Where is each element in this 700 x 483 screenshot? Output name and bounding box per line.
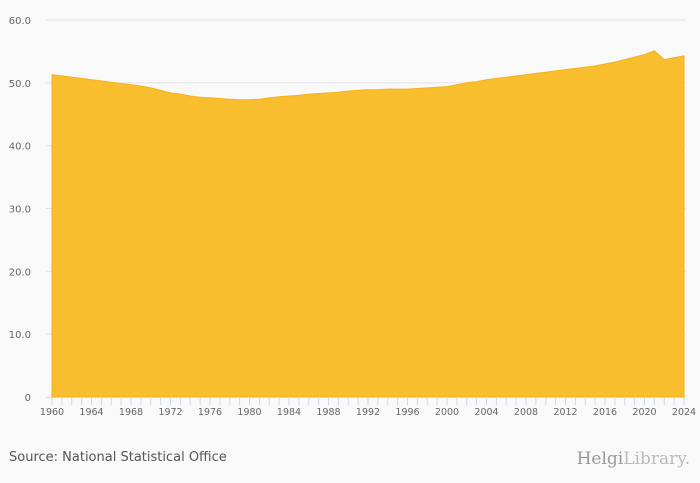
logo-sub: Library. [623, 449, 690, 469]
y-tick-label: 10.0 [9, 330, 31, 341]
x-tick-label: 2004 [474, 407, 498, 418]
x-tick-label: 1976 [198, 407, 222, 418]
x-tick-label: 1972 [158, 407, 182, 418]
y-tick-label: 60.0 [9, 16, 31, 27]
x-tick-label: 2008 [514, 407, 538, 418]
x-tick-label: 2020 [632, 407, 656, 418]
x-tick-label: 2000 [435, 407, 459, 418]
x-tick-label: 1960 [40, 407, 64, 418]
y-tick-label: 50.0 [9, 79, 31, 90]
x-tick-label: 1968 [119, 407, 143, 418]
logo-main: Helgi [576, 449, 624, 469]
x-tick-label: 1964 [79, 407, 103, 418]
area-series [51, 50, 685, 398]
y-tick-label: 40.0 [9, 142, 31, 153]
x-tick-label: 2012 [553, 407, 577, 418]
x-tick-label: 2024 [672, 407, 696, 418]
x-tick-label: 2016 [593, 407, 617, 418]
source-note: Source: National Statistical Office [9, 450, 227, 465]
x-tick-label: 1980 [237, 407, 261, 418]
y-tick-label: 20.0 [9, 267, 31, 278]
x-tick-label: 1996 [395, 407, 419, 418]
x-tick-label: 1988 [316, 407, 340, 418]
area-chart: 0 10.0 20.0 30.0 40.0 50.0 60.0 1960 1964 1968 197… [9, 16, 696, 418]
helgi-library-logo[interactable]: HelgiLibrary. [577, 449, 690, 469]
y-tick-label: 30.0 [9, 205, 31, 216]
y-tick-label: 0 [25, 393, 31, 404]
x-tick-label: 1984 [277, 407, 301, 418]
x-tick-label: 1992 [356, 407, 380, 418]
